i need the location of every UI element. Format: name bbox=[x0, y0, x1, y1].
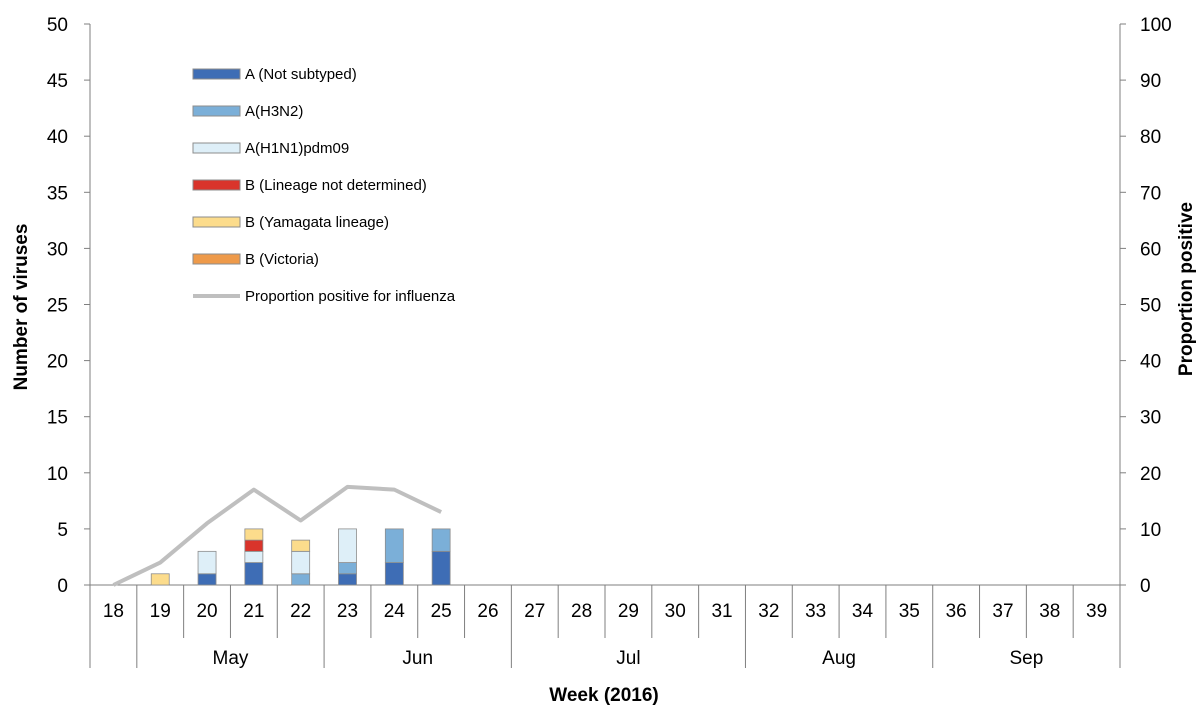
y2-tick-label: 90 bbox=[1140, 71, 1161, 92]
y2-tick-label: 20 bbox=[1140, 464, 1161, 485]
bar-segment bbox=[244, 550, 264, 563]
week-tick-label: 37 bbox=[992, 601, 1013, 622]
legend-swatch bbox=[192, 216, 241, 228]
week-tick-label: 32 bbox=[758, 601, 779, 622]
legend-swatch bbox=[192, 253, 241, 265]
week-tick-label: 34 bbox=[852, 601, 874, 622]
y-tick-label: 10 bbox=[47, 464, 68, 485]
bar-segment bbox=[197, 550, 217, 575]
y2-tick-label: 0 bbox=[1140, 576, 1151, 597]
week-tick-label: 25 bbox=[431, 601, 452, 622]
bar-segment bbox=[384, 528, 404, 563]
y-tick-label: 35 bbox=[47, 183, 68, 204]
y2-tick-label: 30 bbox=[1140, 408, 1161, 429]
y2-tick-label: 80 bbox=[1140, 127, 1161, 148]
week-tick-label: 30 bbox=[665, 601, 686, 622]
week-tick-label: 26 bbox=[477, 601, 498, 622]
week-tick-label: 38 bbox=[1039, 601, 1060, 622]
bar-segment bbox=[384, 562, 404, 586]
legend-swatch bbox=[192, 142, 241, 154]
y-tick-label: 30 bbox=[47, 239, 68, 260]
y2-tick-label: 10 bbox=[1140, 520, 1161, 541]
y2-tick-label: 40 bbox=[1140, 352, 1161, 373]
y-tick-label: 45 bbox=[47, 71, 68, 92]
week-tick-label: 36 bbox=[946, 601, 967, 622]
y-tick-label: 50 bbox=[47, 15, 68, 36]
y2-axis-title: Proportion positive bbox=[1176, 202, 1197, 376]
week-tick-label: 33 bbox=[805, 601, 826, 622]
month-label: Aug bbox=[822, 648, 856, 669]
legend-swatch bbox=[192, 105, 241, 117]
legend-label: B (Yamagata lineage) bbox=[245, 214, 389, 231]
bar-segment bbox=[338, 573, 357, 586]
week-tick-label: 22 bbox=[290, 601, 311, 622]
bar-segment bbox=[244, 562, 264, 586]
week-tick-label: 27 bbox=[524, 601, 545, 622]
month-label: May bbox=[213, 648, 249, 669]
bar-segment bbox=[431, 528, 451, 552]
bar-segment bbox=[338, 562, 357, 575]
x-axis-title: Week (2016) bbox=[549, 685, 659, 706]
bar-segment bbox=[291, 550, 311, 575]
bar-segment bbox=[291, 573, 311, 586]
week-tick-label: 35 bbox=[899, 601, 920, 622]
legend: A (Not subtyped) A(H3N2) A(H1N1)pdm09 B (Li… bbox=[192, 66, 456, 305]
week-tick-label: 29 bbox=[618, 601, 639, 622]
proportion-line-layer bbox=[112, 484, 443, 587]
bar-segment bbox=[244, 539, 264, 552]
month-label: Sep bbox=[1009, 648, 1043, 669]
y-tick-label: 15 bbox=[47, 408, 68, 429]
month-label: Jul bbox=[616, 648, 640, 669]
y-tick-label: 0 bbox=[57, 576, 68, 597]
week-tick-label: 19 bbox=[150, 601, 171, 622]
week-tick-label: 24 bbox=[384, 601, 406, 622]
week-tick-label: 18 bbox=[103, 601, 124, 622]
y2-tick-label: 100 bbox=[1140, 15, 1172, 36]
legend-label: B (Victoria) bbox=[245, 251, 319, 268]
week-tick-label: 20 bbox=[196, 601, 217, 622]
bar-segment bbox=[338, 528, 357, 563]
bar-segment bbox=[197, 573, 217, 586]
bar-segment bbox=[431, 550, 451, 586]
legend-label: A (Not subtyped) bbox=[245, 66, 357, 83]
bar-segment bbox=[150, 573, 170, 586]
y-tick-label: 20 bbox=[47, 352, 68, 373]
week-tick-label: 39 bbox=[1086, 601, 1107, 622]
legend-label: B (Lineage not determined) bbox=[245, 177, 427, 194]
legend-label: A(H3N2) bbox=[245, 103, 303, 120]
proportion-line bbox=[112, 484, 443, 587]
week-tick-label: 23 bbox=[337, 601, 358, 622]
bar-segment bbox=[291, 539, 311, 552]
axis-titles: Number of viruses Proportion positive We… bbox=[11, 202, 1197, 706]
week-tick-label: 21 bbox=[243, 601, 264, 622]
week-tick-label: 28 bbox=[571, 601, 592, 622]
axes: 0 5 10 15 20 25 30 35 40 45 50 0 10 20 30 40 50 60 70 80 90 1… bbox=[47, 15, 1172, 669]
legend-swatch bbox=[192, 68, 241, 80]
y-tick-label: 5 bbox=[57, 520, 68, 541]
legend-swatch bbox=[192, 179, 241, 191]
bar-segment bbox=[244, 528, 264, 541]
week-tick-label: 31 bbox=[711, 601, 732, 622]
y-axis-title: Number of viruses bbox=[11, 224, 32, 391]
y2-tick-label: 70 bbox=[1140, 183, 1161, 204]
month-label: Jun bbox=[402, 648, 433, 669]
legend-label: Proportion positive for influenza bbox=[245, 288, 456, 305]
y2-tick-label: 50 bbox=[1140, 296, 1161, 317]
y2-tick-label: 60 bbox=[1140, 239, 1161, 260]
legend-label: A(H1N1)pdm09 bbox=[245, 140, 349, 157]
y-tick-label: 25 bbox=[47, 296, 68, 317]
y-tick-label: 40 bbox=[47, 127, 68, 148]
bars bbox=[150, 528, 451, 586]
